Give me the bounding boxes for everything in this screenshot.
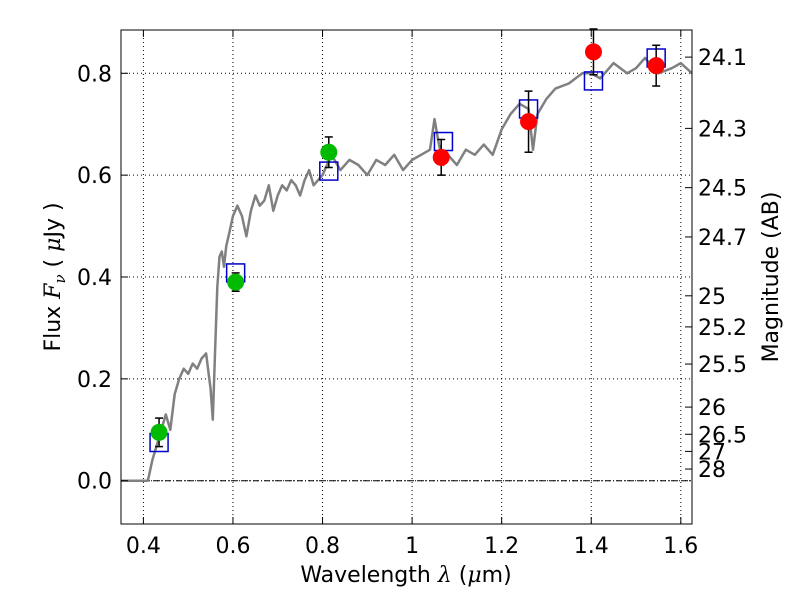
x-tick-labels: 0.4 0.6 0.8 1 1.2 1.4 1.6 [126, 534, 698, 559]
model-spectrum-line [121, 56, 692, 482]
y-axis-nu-subscript: ν [51, 274, 69, 283]
x-tick-label: 1 [405, 534, 419, 559]
right-tick-label: 24.1 [698, 46, 747, 71]
nir-data-point [584, 43, 602, 61]
right-tick-label: 24.3 [698, 117, 747, 142]
x-tick-label: 1.2 [484, 534, 519, 559]
y-tick-label: 0.4 [77, 266, 112, 291]
nir-data-point [520, 113, 538, 131]
x-tick-label: 0.4 [126, 534, 161, 559]
x-axis-lambda-symbol: λ [437, 563, 452, 588]
y-axis-label: Flux Fν ( μJy ) [41, 202, 69, 351]
x-axis-mu-symbol: μ [467, 563, 481, 588]
grid [121, 30, 692, 524]
right-tick-label: 27 [698, 440, 726, 465]
y-tick-label: 0.2 [77, 368, 112, 393]
tick-marks [121, 30, 692, 524]
right-tick-label: 26.5 [698, 423, 747, 448]
x-tick-label: 0.6 [215, 534, 250, 559]
x-axis-label: Wavelength λ (μm) [300, 563, 511, 588]
x-tick-label: 1.4 [574, 534, 609, 559]
right-tick-label: 25.5 [698, 353, 747, 378]
right-tick-label: 26 [698, 396, 726, 421]
optical-data-point [227, 273, 245, 291]
right-tick-label: 28 [698, 458, 726, 483]
optical-data-point [150, 423, 168, 441]
right-tick-label: 24.5 [698, 177, 747, 202]
right-axis-label: Magnitude (AB) [759, 192, 784, 363]
data-points [150, 43, 665, 441]
y-tick-labels: 0.0 0.2 0.4 0.6 0.8 [77, 62, 112, 494]
y-tick-label: 0.0 [77, 470, 112, 495]
y-tick-label: 0.8 [77, 62, 112, 87]
x-tick-label: 1.6 [663, 534, 698, 559]
error-bars [155, 28, 661, 448]
right-tick-label: 25 [698, 285, 726, 310]
right-tick-label: 24.7 [698, 226, 747, 251]
nir-data-point [647, 57, 665, 75]
y-axis-f-symbol: F [41, 283, 66, 300]
y-axis-mu-symbol: μ [41, 238, 66, 252]
y-tick-label: 0.6 [77, 164, 112, 189]
nir-data-point [432, 148, 450, 166]
plot-frame [120, 29, 693, 525]
model-bandpass-boxes [149, 48, 666, 453]
right-tick-label: 25.2 [698, 316, 747, 341]
optical-data-point [320, 143, 338, 161]
x-tick-label: 0.8 [305, 534, 340, 559]
